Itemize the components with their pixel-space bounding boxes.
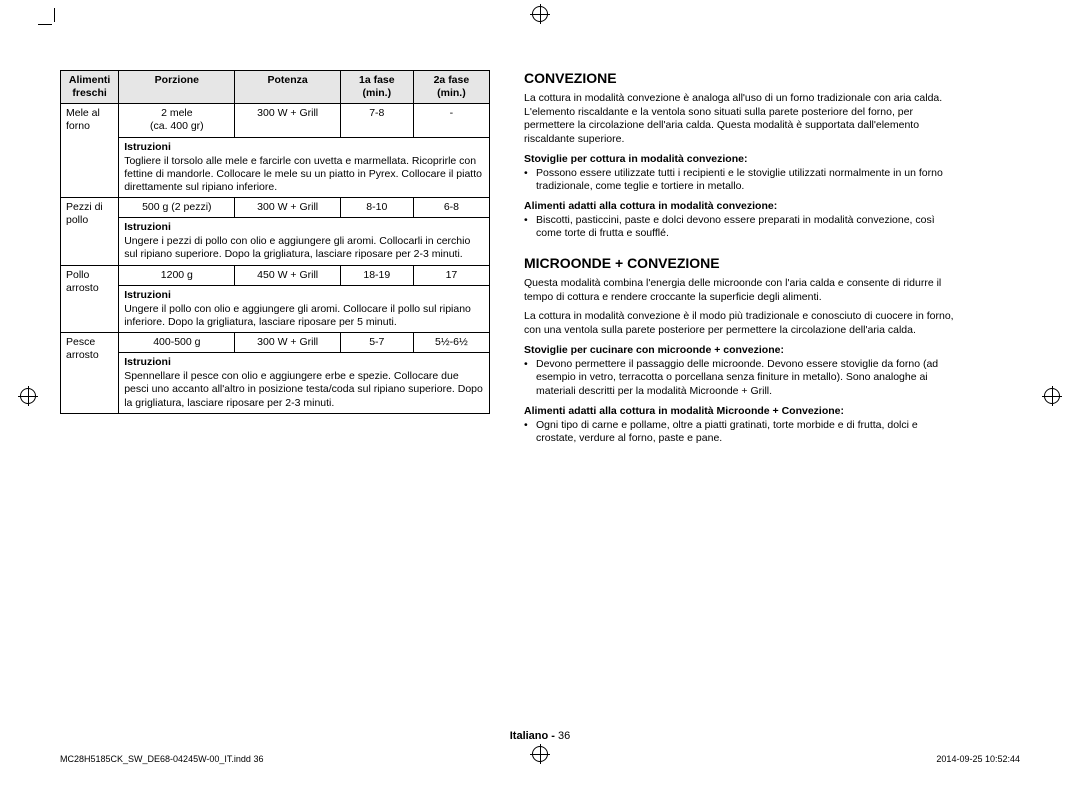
right-column: CONVEZIONE La cottura in modalità convez… (520, 70, 960, 752)
th-phase2: 2a fase(min.) (413, 71, 489, 104)
cell-phase2: 17 (413, 265, 489, 285)
page-container: Alimentifreschi Porzione Potenza 1a fase… (0, 0, 1080, 792)
th-phase1: 1a fase(min.) (340, 71, 413, 104)
cell-phase2: - (413, 104, 489, 137)
stoviglie-micro-bullet: Devono permettere il passaggio delle mic… (524, 358, 960, 399)
cell-instructions: IstruzioniUngere il pollo con olio e agg… (119, 285, 490, 332)
cell-phase1: 7-8 (340, 104, 413, 137)
cooking-table: Alimentifreschi Porzione Potenza 1a fase… (60, 70, 490, 414)
table-row: Mele al forno2 mele(ca. 400 gr)300 W + G… (61, 104, 490, 137)
cell-portion: 1200 g (119, 265, 235, 285)
cell-phase2: 5½-6½ (413, 333, 489, 353)
micro-conv-p2: La cottura in modalità convezione è il m… (524, 310, 960, 337)
footer-file: MC28H5185CK_SW_DE68-04245W-00_IT.indd 36 (60, 754, 263, 764)
footer-timestamp: 2014-09-25 10:52:44 (936, 754, 1020, 764)
table-instruction-row: IstruzioniUngere il pollo con olio e agg… (61, 285, 490, 332)
cell-power: 300 W + Grill (235, 198, 340, 218)
cell-portion: 400-500 g (119, 333, 235, 353)
stoviglie-micro-heading: Stoviglie per cucinare con microonde + c… (524, 344, 960, 356)
th-power: Potenza (235, 71, 340, 104)
cell-phase1: 8-10 (340, 198, 413, 218)
th-phase2-label: 2a fase(min.) (434, 74, 470, 99)
stoviglie-conv-bullet: Possono essere utilizzate tutti i recipi… (524, 167, 960, 194)
cell-power: 300 W + Grill (235, 333, 340, 353)
alimenti-micro-heading: Alimenti adatti alla cottura in modalità… (524, 405, 960, 417)
alimenti-conv-heading: Alimenti adatti alla cottura in modalità… (524, 200, 960, 212)
cell-food: Pesce arrosto (61, 333, 119, 414)
footer-lang: Italiano - (510, 730, 558, 742)
alimenti-conv-bullet: Biscotti, pasticcini, paste e dolci devo… (524, 214, 960, 241)
cell-instructions: IstruzioniTogliere il torsolo alle mele … (119, 137, 490, 198)
table-row: Pesce arrosto400-500 g300 W + Grill5-75½… (61, 333, 490, 353)
instruction-label: Istruzioni (124, 221, 484, 234)
cell-phase2: 6-8 (413, 198, 489, 218)
instruction-label: Istruzioni (124, 356, 484, 369)
table-instruction-row: IstruzioniSpennellare il pesce con olio … (61, 353, 490, 414)
micro-conv-p1: Questa modalità combina l'energia delle … (524, 277, 960, 304)
th-phase1-label: 1a fase(min.) (359, 74, 395, 99)
cell-portion: 500 g (2 pezzi) (119, 198, 235, 218)
table-instruction-row: IstruzioniTogliere il torsolo alle mele … (61, 137, 490, 198)
cell-portion: 2 mele(ca. 400 gr) (119, 104, 235, 137)
convezione-intro: La cottura in modalità convezione è anal… (524, 92, 960, 147)
section-title-convezione: CONVEZIONE (524, 70, 960, 86)
page-footer-center: Italiano - 36 (0, 730, 1080, 742)
cell-phase1: 18-19 (340, 265, 413, 285)
cell-food: Pezzi di pollo (61, 198, 119, 266)
table-header-row: Alimentifreschi Porzione Potenza 1a fase… (61, 71, 490, 104)
cell-food: Mele al forno (61, 104, 119, 198)
section-title-micro-conv: MICROONDE + CONVEZIONE (524, 255, 960, 271)
cell-instructions: IstruzioniUngere i pezzi di pollo con ol… (119, 218, 490, 265)
table-row: Pezzi di pollo500 g (2 pezzi)300 W + Gri… (61, 198, 490, 218)
instruction-label: Istruzioni (124, 289, 484, 302)
alimenti-micro-bullet: Ogni tipo di carne e pollame, oltre a pi… (524, 419, 960, 446)
th-power-label: Potenza (268, 74, 308, 86)
th-portion-label: Porzione (155, 74, 199, 86)
left-column: Alimentifreschi Porzione Potenza 1a fase… (60, 70, 490, 752)
footer-meta-line: MC28H5185CK_SW_DE68-04245W-00_IT.indd 36… (60, 754, 1020, 764)
table-instruction-row: IstruzioniUngere i pezzi di pollo con ol… (61, 218, 490, 265)
th-food-label: Alimentifreschi (69, 74, 110, 99)
stoviglie-conv-heading: Stoviglie per cottura in modalità convez… (524, 153, 960, 165)
instruction-label: Istruzioni (124, 141, 484, 154)
th-food: Alimentifreschi (61, 71, 119, 104)
table-row: Pollo arrosto1200 g450 W + Grill18-1917 (61, 265, 490, 285)
cell-instructions: IstruzioniSpennellare il pesce con olio … (119, 353, 490, 414)
cell-food: Pollo arrosto (61, 265, 119, 333)
cell-power: 450 W + Grill (235, 265, 340, 285)
cell-power: 300 W + Grill (235, 104, 340, 137)
cell-phase1: 5-7 (340, 333, 413, 353)
th-portion: Porzione (119, 71, 235, 104)
footer-page-num: 36 (558, 730, 570, 742)
